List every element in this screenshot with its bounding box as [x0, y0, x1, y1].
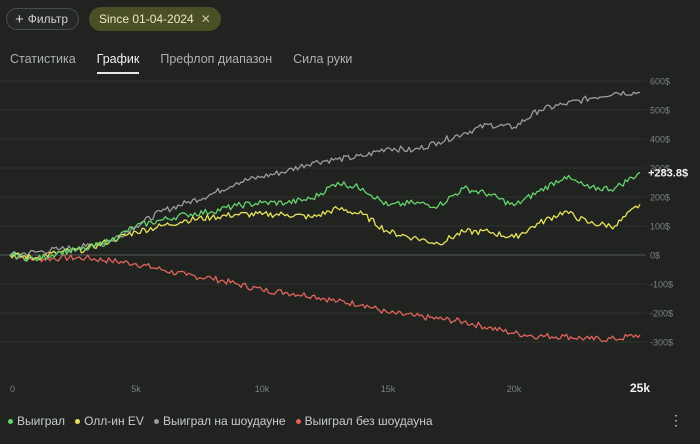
legend-item[interactable]: Выиграл	[8, 414, 65, 428]
plus-icon: +	[15, 10, 24, 28]
close-icon[interactable]: ✕	[200, 12, 211, 26]
series-line	[9, 203, 641, 261]
y-tick-label: 0$	[650, 251, 660, 261]
legend-label: Выиграл на шоудауне	[162, 414, 286, 428]
tab-statistics[interactable]: Статистика	[10, 52, 76, 66]
y-tick-label: -100$	[650, 280, 673, 290]
y-tick-label: 200$	[650, 193, 670, 203]
date-filter-chip-label: Since 01-04-2024	[99, 12, 194, 26]
x-tick-label: 5k	[131, 384, 141, 394]
results-chart: 600$ 500$ 400$ 300$ 200$ 100$ 0$ -100$ -200$ -300…	[0, 78, 688, 395]
x-tick-label: 20k	[507, 384, 522, 394]
x-tick-label: 10k	[255, 384, 270, 394]
y-tick-label: -200$	[650, 309, 673, 319]
chart-legend: Выиграл Олл-ин EV Выиграл на шоудауне Вы…	[8, 414, 433, 428]
date-filter-chip[interactable]: Since 01-04-2024 ✕	[89, 7, 221, 31]
series-line	[9, 254, 641, 343]
y-tick-label: 100$	[650, 222, 670, 232]
x-tick-label: 15k	[381, 384, 396, 394]
tab-graph[interactable]: График	[96, 52, 140, 74]
legend-item[interactable]: Выиграл без шоудауна	[295, 414, 433, 428]
x-tick-label: 25k	[630, 381, 650, 395]
legend-item[interactable]: Олл-ин EV	[75, 414, 144, 428]
tab-bar: Статистика График Префлоп диапазон Сила …	[10, 52, 373, 74]
legend-dot	[8, 418, 13, 424]
end-value-label: +283.8$	[648, 168, 688, 180]
legend-label: Олл-ин EV	[84, 414, 144, 428]
series-line	[9, 172, 641, 262]
y-tick-label: 300$	[650, 164, 670, 174]
y-tick-label: 600$	[650, 78, 670, 87]
legend-label: Выиграл без шоудауна	[304, 414, 433, 428]
y-tick-label: -300$	[650, 338, 673, 348]
legend-label: Выиграл	[17, 414, 66, 428]
x-tick-label: 0	[10, 384, 15, 394]
y-tick-label: 500$	[650, 106, 670, 116]
more-options-icon[interactable]: ⋮	[669, 412, 684, 428]
tab-hand-strength[interactable]: Сила руки	[293, 52, 353, 66]
filter-button[interactable]: + Фильтр	[6, 8, 80, 30]
series-line	[9, 90, 641, 257]
legend-item[interactable]: Выиграл на шоудауне	[153, 414, 286, 428]
legend-dot	[75, 418, 81, 424]
y-tick-label: 400$	[650, 135, 670, 145]
legend-dot	[295, 418, 301, 424]
legend-dot	[153, 418, 159, 424]
tab-preflop-range[interactable]: Префлоп диапазон	[160, 52, 273, 66]
filter-button-label: Фильтр	[27, 12, 69, 26]
